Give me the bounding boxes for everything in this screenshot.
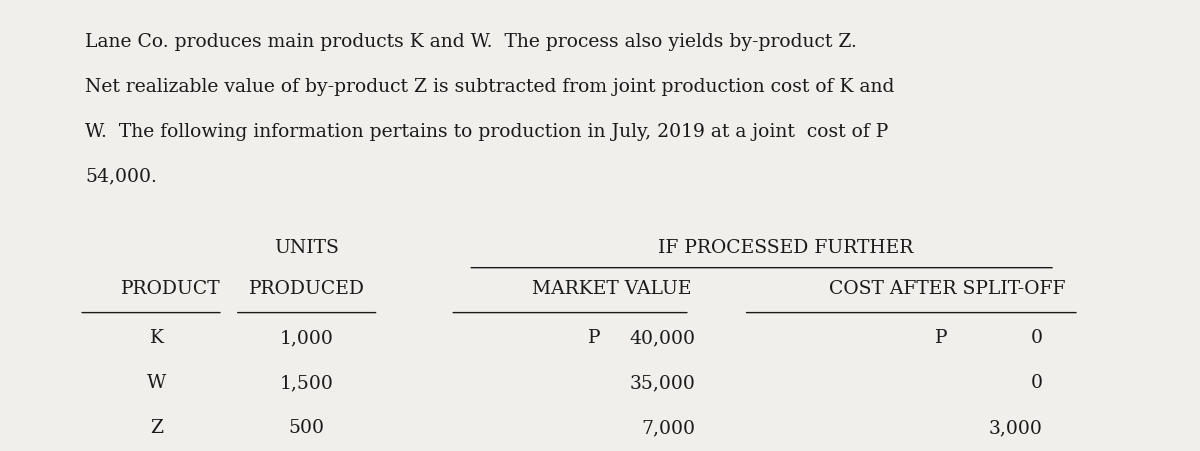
Text: P: P [588,329,600,346]
Text: IF PROCESSED FURTHER: IF PROCESSED FURTHER [658,239,913,257]
Text: 0: 0 [1031,329,1043,346]
Text: 1,500: 1,500 [280,373,334,391]
Text: 0: 0 [1031,373,1043,391]
Text: 54,000.: 54,000. [85,167,157,185]
Text: K: K [150,329,164,346]
Text: Lane Co. produces main products K and W.  The process also yields by-product Z.: Lane Co. produces main products K and W.… [85,33,857,51]
Text: P: P [935,329,948,346]
Text: 35,000: 35,000 [630,373,696,391]
Text: W.  The following information pertains to production in July, 2019 at a joint  c: W. The following information pertains to… [85,122,888,140]
Text: Z: Z [150,418,163,436]
Text: UNITS: UNITS [275,239,340,257]
Text: Net realizable value of by-product Z is subtracted from joint production cost of: Net realizable value of by-product Z is … [85,78,894,96]
Text: W: W [148,373,167,391]
Text: PRODUCT: PRODUCT [121,279,221,297]
Text: MARKET VALUE: MARKET VALUE [533,279,691,297]
Text: 3,000: 3,000 [989,418,1043,436]
Text: 500: 500 [289,418,325,436]
Text: 7,000: 7,000 [642,418,696,436]
Text: PRODUCED: PRODUCED [248,279,365,297]
Text: 1,000: 1,000 [280,329,334,346]
Text: COST AFTER SPLIT-OFF: COST AFTER SPLIT-OFF [829,279,1066,297]
Text: 40,000: 40,000 [630,329,696,346]
